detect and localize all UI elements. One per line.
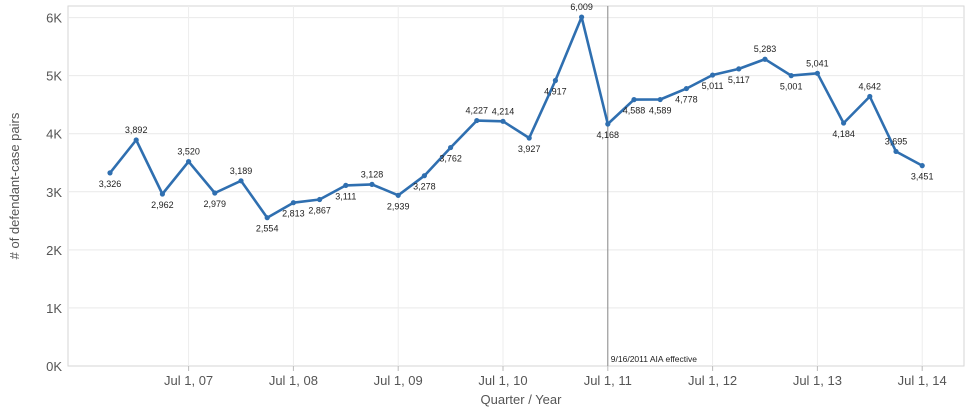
data-point: [395, 192, 401, 198]
data-label: 3,278: [413, 182, 436, 192]
data-label: 3,892: [125, 125, 148, 135]
data-label: 3,695: [885, 136, 908, 146]
data-point: [159, 191, 165, 197]
data-label: 3,326: [99, 179, 122, 189]
data-point: [212, 190, 218, 196]
x-tick-label: Jul 1, 13: [793, 373, 842, 388]
data-label: 3,927: [518, 144, 541, 154]
data-point: [474, 117, 480, 124]
data-label: 3,451: [911, 172, 934, 182]
data-point: [133, 137, 139, 143]
x-tick-label: Jul 1, 07: [164, 373, 213, 388]
data-label: 4,168: [597, 130, 620, 140]
data-point: [683, 85, 690, 92]
data-point: [290, 200, 296, 206]
series-line: [108, 15, 924, 219]
data-point: [186, 159, 192, 165]
data-label: 3,128: [361, 169, 384, 179]
y-tick-label: 1K: [46, 301, 62, 316]
y-tick-label: 6K: [46, 11, 62, 26]
data-labels: 3,326 3,892 2,962 3,520 2,979 3,189 2,5542,813…: [99, 2, 934, 234]
reference-line-label: 9/16/2011 AIA effective: [611, 354, 697, 364]
data-point: [657, 96, 663, 103]
data-point: [579, 14, 585, 20]
x-tick-label: Jul 1, 10: [478, 373, 527, 388]
data-label: 3,111: [335, 191, 356, 201]
data-point: [788, 73, 794, 79]
data-label: 4,642: [859, 81, 882, 91]
data-label: 5,117: [728, 75, 750, 85]
plot-area: [67, 5, 965, 367]
data-point: [814, 70, 821, 76]
data-label: 4,227: [466, 106, 489, 116]
data-label: 4,214: [492, 106, 515, 116]
y-tick-label: 3K: [46, 185, 62, 200]
data-point: [448, 144, 454, 151]
data-point: [736, 66, 742, 72]
data-point: [762, 56, 768, 62]
data-label: 5,001: [780, 82, 803, 92]
data-point: [841, 120, 847, 126]
x-axis-title: Quarter / Year: [481, 392, 563, 407]
data-point: [605, 121, 611, 127]
series-group: [108, 15, 924, 219]
data-label: 6,009: [570, 2, 593, 12]
data-point: [238, 178, 244, 184]
data-points: [107, 14, 925, 221]
data-point: [526, 135, 532, 141]
data-point: [317, 196, 323, 203]
data-point: [107, 170, 113, 176]
data-point: [552, 77, 559, 84]
x-tick-label: Jul 1, 08: [269, 373, 318, 388]
data-label: 5,011: [702, 81, 724, 91]
y-axis-title: # of defendant-case pairs: [7, 112, 22, 259]
x-axis-ticks: Jul 1, 07 Jul 1, 08 Jul 1, 09 Jul 1, 10 Jul …: [164, 373, 947, 388]
data-point: [421, 173, 427, 179]
data-label: 2,554: [256, 224, 279, 234]
reference-line-group: 9/16/2011 AIA effective: [607, 6, 697, 366]
data-point: [919, 163, 925, 169]
x-tick-label: Jul 1, 12: [688, 373, 737, 388]
x-tick-label: Jul 1, 09: [374, 373, 423, 388]
y-axis-ticks: 0K 1K 2K 3K 4K 5K 6K: [46, 11, 62, 374]
data-label: 5,283: [754, 44, 777, 54]
data-point: [867, 93, 873, 100]
data-label: 4,184: [832, 129, 855, 139]
x-tick-label: Jul 1, 11: [584, 373, 632, 388]
y-tick-label: 0K: [46, 359, 62, 374]
data-label: 3,520: [177, 147, 200, 157]
data-label: 4,778: [675, 95, 698, 105]
data-label: 4,588: [623, 106, 646, 116]
data-point: [369, 181, 375, 187]
data-label: 2,867: [308, 206, 331, 216]
data-label: 4,917: [544, 86, 567, 96]
data-point: [264, 215, 270, 221]
data-label: 5,041: [806, 58, 829, 68]
data-label: 3,762: [439, 154, 462, 164]
data-label: 2,979: [204, 199, 227, 209]
data-point: [343, 182, 349, 188]
data-label: 2,813: [282, 209, 305, 219]
x-tick-label: Jul 1, 14: [898, 373, 947, 388]
data-label: 2,939: [387, 201, 410, 211]
y-tick-label: 5K: [46, 69, 62, 84]
y-tick-label: 2K: [46, 243, 62, 258]
y-tick-label: 4K: [46, 127, 62, 142]
data-point: [710, 72, 716, 78]
data-point: [893, 148, 899, 155]
data-point: [631, 97, 637, 103]
data-label: 3,189: [230, 166, 253, 176]
data-point: [500, 118, 506, 124]
data-label: 4,589: [649, 106, 672, 116]
data-label: 2,962: [151, 200, 174, 210]
